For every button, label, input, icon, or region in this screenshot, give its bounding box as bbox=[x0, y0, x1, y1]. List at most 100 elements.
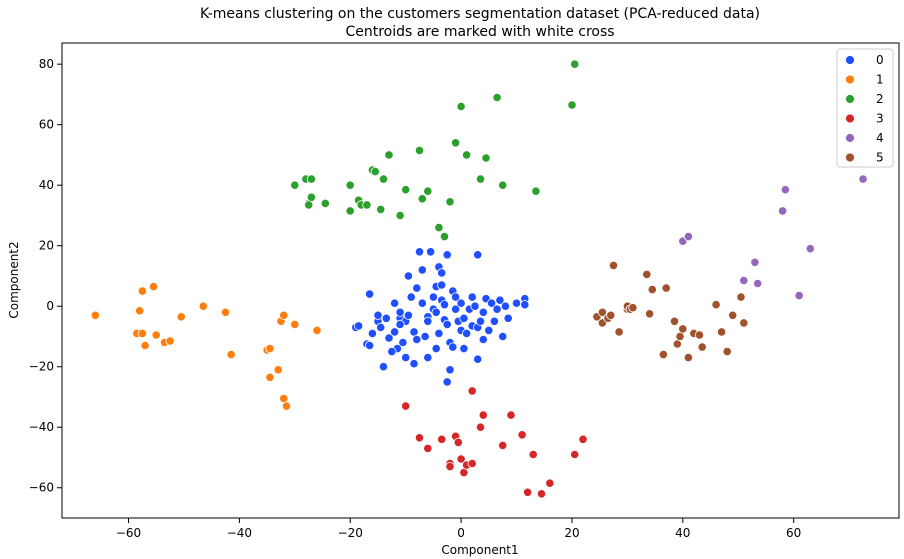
data-point bbox=[794, 290, 804, 301]
data-point bbox=[345, 180, 355, 190]
data-point bbox=[475, 174, 486, 184]
data-point bbox=[442, 377, 452, 387]
legend-label: 3 bbox=[876, 112, 884, 126]
y-tick-label: −60 bbox=[29, 481, 54, 495]
data-point bbox=[511, 298, 522, 308]
data-point bbox=[753, 278, 763, 289]
data-point bbox=[467, 458, 477, 469]
data-point bbox=[486, 298, 497, 308]
data-point bbox=[176, 312, 186, 322]
data-point bbox=[437, 268, 447, 278]
data-point bbox=[398, 337, 408, 348]
data-point bbox=[661, 283, 671, 293]
data-point bbox=[498, 440, 508, 450]
data-point bbox=[470, 301, 480, 311]
data-point bbox=[578, 434, 588, 444]
legend-marker bbox=[845, 113, 855, 124]
data-point bbox=[683, 352, 694, 363]
data-point bbox=[376, 322, 386, 332]
legend-marker bbox=[845, 152, 855, 163]
data-points bbox=[90, 59, 868, 499]
data-point bbox=[459, 313, 469, 323]
data-point bbox=[378, 174, 389, 184]
data-point bbox=[506, 410, 516, 420]
data-point bbox=[412, 334, 422, 345]
data-point bbox=[290, 180, 300, 190]
data-point bbox=[642, 269, 652, 279]
legend-label: 5 bbox=[876, 151, 884, 165]
data-point bbox=[475, 316, 486, 326]
data-point bbox=[475, 422, 486, 432]
data-point bbox=[467, 292, 477, 302]
data-point bbox=[520, 300, 530, 310]
data-point bbox=[597, 307, 608, 317]
data-point bbox=[414, 433, 425, 443]
data-point bbox=[492, 304, 502, 314]
data-point bbox=[395, 210, 405, 221]
data-point bbox=[570, 449, 580, 460]
data-point bbox=[226, 349, 236, 360]
data-point bbox=[658, 349, 669, 360]
data-point bbox=[567, 100, 577, 110]
data-point bbox=[364, 340, 375, 351]
data-point bbox=[273, 365, 283, 375]
data-point bbox=[417, 265, 427, 275]
data-point bbox=[456, 298, 466, 308]
data-point bbox=[370, 167, 380, 177]
data-point bbox=[517, 430, 527, 440]
data-point bbox=[459, 343, 469, 354]
legend-marker bbox=[845, 55, 855, 65]
data-point bbox=[148, 281, 159, 292]
data-point bbox=[481, 153, 491, 163]
data-point bbox=[669, 316, 680, 326]
data-point bbox=[606, 310, 616, 320]
data-point bbox=[137, 286, 147, 296]
data-point bbox=[739, 275, 749, 286]
y-tick-label: −40 bbox=[29, 420, 54, 434]
data-point bbox=[716, 327, 727, 337]
data-point bbox=[387, 346, 397, 357]
data-point bbox=[423, 352, 433, 363]
data-point bbox=[364, 289, 375, 299]
x-tick-label: 40 bbox=[675, 526, 690, 540]
chart-title: K-means clustering on the customers segm… bbox=[200, 6, 760, 22]
data-point bbox=[498, 331, 508, 342]
legend-label: 1 bbox=[876, 73, 884, 87]
data-point bbox=[434, 328, 444, 338]
data-point bbox=[403, 310, 413, 320]
data-point bbox=[711, 300, 721, 310]
data-point bbox=[265, 372, 275, 382]
legend-marker bbox=[845, 133, 855, 143]
data-point bbox=[425, 247, 436, 257]
data-point bbox=[739, 318, 749, 328]
data-point bbox=[500, 301, 510, 311]
x-tick-label: 0 bbox=[457, 526, 465, 540]
data-point bbox=[367, 328, 377, 338]
data-point bbox=[450, 292, 461, 302]
y-tick-label: 60 bbox=[39, 118, 54, 132]
data-point bbox=[473, 354, 483, 364]
data-point bbox=[140, 340, 150, 351]
data-point bbox=[536, 489, 547, 499]
data-point bbox=[484, 325, 494, 335]
data-point bbox=[858, 174, 868, 184]
legend-label: 0 bbox=[876, 53, 884, 67]
legend-label: 2 bbox=[876, 92, 884, 106]
data-point bbox=[320, 198, 330, 208]
data-point bbox=[437, 280, 447, 290]
data-point bbox=[473, 250, 483, 260]
y-axis-label: Component2 bbox=[7, 241, 21, 318]
data-point bbox=[90, 310, 100, 320]
data-point bbox=[478, 334, 488, 345]
data-point bbox=[281, 401, 292, 411]
data-point bbox=[697, 342, 707, 352]
data-point bbox=[628, 303, 638, 313]
data-point bbox=[614, 327, 624, 337]
data-point bbox=[198, 301, 208, 311]
data-point bbox=[378, 362, 389, 372]
data-point bbox=[401, 401, 411, 411]
data-point bbox=[478, 410, 488, 420]
data-point bbox=[492, 92, 502, 103]
data-point bbox=[401, 185, 411, 195]
